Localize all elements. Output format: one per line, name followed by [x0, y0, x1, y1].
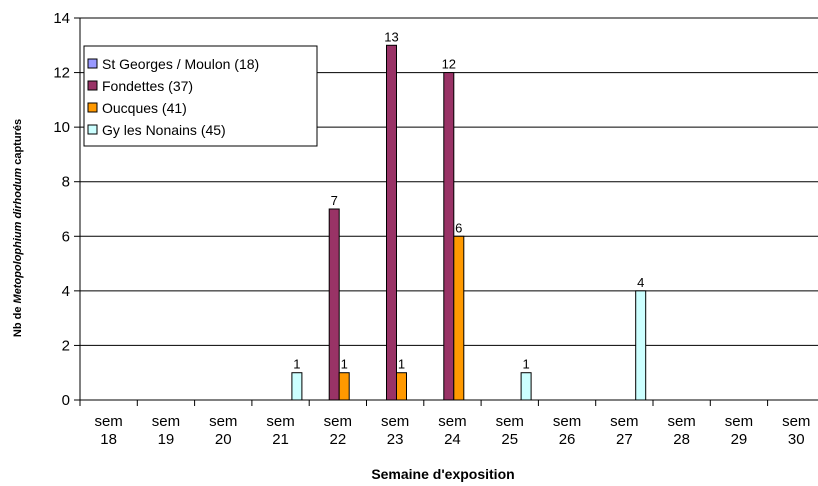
y-axis-label-prefix: Nb de [12, 303, 24, 337]
bars [291, 44, 647, 401]
y-axis-label: Nb de Metopolophium dirhodum capturés [12, 119, 24, 337]
x-tick-label-line1: sem [496, 413, 524, 430]
x-tick-label: 26 [559, 431, 576, 448]
x-tick-label: 19 [158, 431, 175, 448]
legend-label: Fondettes (37) [102, 78, 193, 94]
data-label: 7 [331, 193, 338, 208]
bar [386, 44, 397, 401]
x-tick-label: 22 [330, 431, 347, 448]
y-tick-label: 14 [53, 10, 70, 27]
data-label: 1 [341, 357, 348, 372]
x-tick-label-line1: sem [438, 413, 466, 430]
x-tick-label: 25 [501, 431, 518, 448]
data-label: 1 [293, 357, 300, 372]
legend: St Georges / Moulon (18) Fondettes (37) Ou… [83, 45, 318, 147]
x-tick-label-line1: sem [725, 413, 753, 430]
y-tick-label: 6 [62, 228, 70, 245]
bar [520, 372, 532, 401]
bar [453, 235, 465, 401]
x-tick-label: 21 [272, 431, 289, 448]
data-label: 12 [442, 57, 456, 72]
y-tick-label: 4 [62, 283, 70, 300]
legend-label: Oucques (41) [102, 100, 187, 116]
x-tick-label-line1: sem [782, 413, 810, 430]
x-tick-label: 23 [387, 431, 404, 448]
y-axis-label-species: Metopolophium dirhodum [12, 168, 24, 304]
data-labels: 1 7 1 13 1 12 6 1 4 [293, 29, 644, 371]
legend-label: Gy les Nonains (45) [102, 122, 226, 138]
x-tick-label: 29 [731, 431, 748, 448]
x-tick-labels: sem18sem19sem20sem21sem22sem23sem24sem25… [94, 413, 810, 448]
y-tick-label: 10 [53, 119, 70, 136]
bar [396, 372, 407, 401]
data-label: 13 [384, 29, 398, 44]
bar [291, 372, 303, 401]
x-tick-label: 27 [616, 431, 633, 448]
legend-swatch [87, 58, 98, 69]
y-axis-label-suffix: capturés [12, 119, 24, 168]
data-label: 1 [522, 357, 529, 372]
x-tick-label-line1: sem [152, 413, 180, 430]
bar [338, 372, 350, 401]
y-tick-label: 12 [53, 65, 70, 82]
x-tick-label-line1: sem [610, 413, 638, 430]
legend-swatch [87, 80, 98, 91]
x-tick-label-line1: sem [324, 413, 352, 430]
x-tick-label: 20 [215, 431, 232, 448]
x-tick-label-line1: sem [381, 413, 409, 430]
x-tick-label-line1: sem [667, 413, 695, 430]
bar [328, 208, 340, 401]
data-label: 4 [637, 275, 644, 290]
data-label: 6 [455, 220, 462, 235]
x-tick-label: 24 [444, 431, 461, 448]
legend-swatch [87, 102, 98, 113]
y-tick-label: 0 [62, 392, 70, 409]
x-tick-label-line1: sem [94, 413, 122, 430]
x-tick-label-line1: sem [266, 413, 294, 430]
data-label: 1 [398, 357, 405, 372]
axes [79, 18, 818, 406]
y-tick-label: 8 [62, 174, 70, 191]
x-axis-label: Semaine d'exposition [371, 466, 514, 482]
legend-box [83, 45, 318, 147]
legend-label: St Georges / Moulon (18) [102, 56, 259, 72]
bar [443, 72, 455, 401]
x-tick-label: 18 [100, 431, 117, 448]
x-tick-label-line1: sem [553, 413, 581, 430]
bar [635, 290, 647, 401]
x-tick-label: 30 [788, 431, 805, 448]
legend-swatch [87, 124, 98, 135]
x-tick-label-line1: sem [209, 413, 237, 430]
y-tick-label: 2 [62, 337, 70, 354]
y-tick-labels: 0 2 4 6 8 10 12 14 [53, 10, 70, 409]
x-tick-label: 28 [673, 431, 690, 448]
